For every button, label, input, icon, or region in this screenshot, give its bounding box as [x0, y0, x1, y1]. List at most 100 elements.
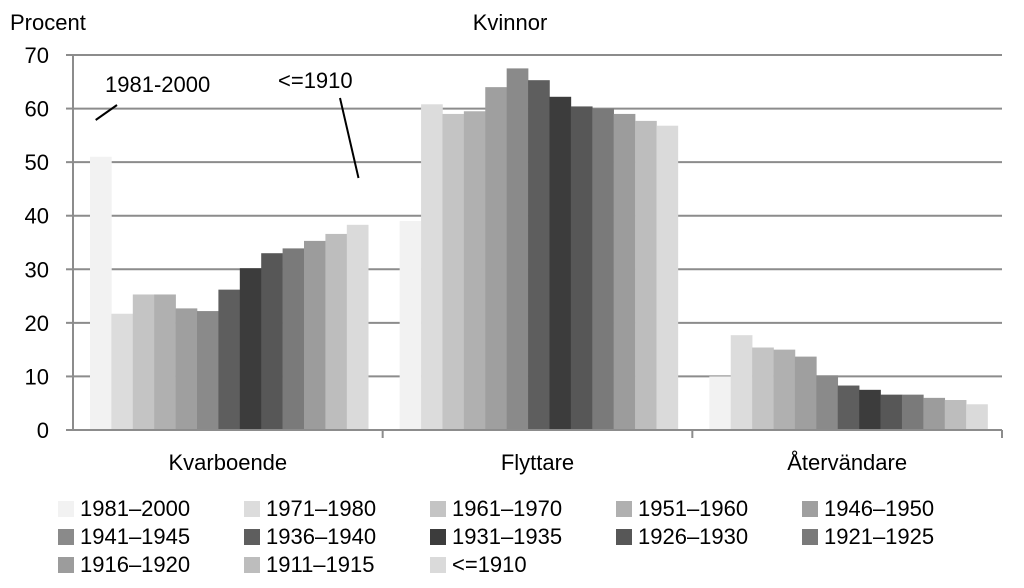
legend-label: 1911–1915 — [266, 552, 375, 577]
y-tick-label: 50 — [25, 150, 49, 175]
bars — [90, 68, 988, 431]
bar — [132, 294, 155, 430]
bar — [442, 113, 465, 430]
bar — [549, 96, 572, 431]
legend-item: 1926–1930 — [616, 523, 748, 551]
legend-label: 1951–1960 — [638, 496, 749, 521]
bar — [570, 106, 593, 430]
y-tick-label: 0 — [37, 418, 49, 443]
bar — [923, 397, 946, 430]
bar — [197, 311, 219, 430]
annotations: 1981-2000 <=1910 — [95, 68, 360, 179]
bar — [901, 394, 924, 430]
legend-swatch — [616, 529, 632, 545]
chart-title: Kvinnor — [473, 10, 548, 35]
y-tick-label: 20 — [25, 311, 49, 336]
legend-item: 1931–1935 — [430, 523, 562, 551]
bar — [944, 400, 967, 430]
bar — [399, 221, 422, 430]
bar — [528, 80, 550, 430]
bar — [592, 108, 614, 431]
bar — [325, 233, 348, 430]
y-tick-label: 70 — [25, 43, 49, 68]
legend-swatch — [58, 557, 74, 573]
annotation-label: 1981-2000 — [105, 72, 210, 97]
legend-swatch — [430, 557, 446, 573]
legend-swatch — [244, 557, 260, 573]
bar — [613, 113, 636, 430]
bar — [966, 404, 988, 430]
legend-swatch — [244, 501, 260, 517]
x-tick-label: Flyttare — [501, 450, 574, 475]
bar — [859, 389, 881, 430]
legend-item: 1941–1945 — [58, 523, 190, 551]
legend-swatch — [616, 501, 632, 517]
legend-item: 1951–1960 — [616, 495, 748, 523]
x-tick-label: Kvarboende — [169, 450, 288, 475]
legend-label: 1916–1920 — [80, 552, 191, 577]
legend-swatch — [802, 529, 818, 545]
bar — [282, 248, 305, 430]
legend-label: <=1910 — [452, 552, 527, 577]
bar — [239, 268, 262, 430]
bar — [175, 308, 198, 430]
bar — [90, 156, 112, 431]
legend-item: 1921–1925 — [802, 523, 934, 551]
legend-item: 1971–1980 — [244, 495, 376, 523]
bar — [154, 294, 176, 430]
y-tick-label: 30 — [25, 257, 49, 282]
legend-label: 1941–1945 — [80, 524, 191, 549]
bar — [635, 120, 657, 431]
y-tick-label: 10 — [25, 364, 49, 389]
legend-label: 1961–1970 — [452, 496, 563, 521]
legend-swatch — [58, 529, 74, 545]
legend-item: 1981–2000 — [58, 495, 190, 523]
bar — [752, 347, 774, 430]
legend-item: 1961–1970 — [430, 495, 562, 523]
legend-label: 1971–1980 — [266, 496, 377, 521]
annotation-leader-line — [339, 97, 360, 179]
bar — [730, 335, 753, 430]
bar — [880, 394, 903, 430]
legend: 1981–2000 1971–1980 1961–1970 1951–1960 1946… — [58, 495, 1024, 585]
legend-item: 1911–1915 — [244, 551, 375, 579]
legend-label: 1931–1935 — [452, 524, 563, 549]
legend-item: 1946–1950 — [802, 495, 934, 523]
bar — [421, 104, 443, 431]
legend-swatch — [430, 529, 446, 545]
y-tick-label: 60 — [25, 97, 49, 122]
bar — [656, 125, 679, 430]
annotation-leader-line — [95, 104, 118, 121]
bar — [304, 240, 326, 430]
bar — [506, 68, 529, 431]
y-tick-label: 40 — [25, 204, 49, 229]
bar — [709, 376, 732, 430]
legend-label: 1946–1950 — [824, 496, 935, 521]
legend-label: 1936–1940 — [266, 524, 377, 549]
bar — [346, 224, 369, 430]
bar — [794, 356, 817, 430]
bar — [463, 111, 486, 430]
legend-swatch — [430, 501, 446, 517]
legend-label: 1981–2000 — [80, 496, 191, 521]
y-axis-label: Procent — [10, 10, 86, 35]
bar — [837, 385, 860, 430]
x-tick-label: Återvändare — [787, 450, 907, 475]
annotation-label: <=1910 — [278, 68, 353, 93]
bar — [261, 253, 283, 430]
axes: 0 10 20 30 40 50 60 70 Kvarboende Flyttare Återvän… — [25, 43, 1003, 475]
legend-swatch — [802, 501, 818, 517]
bar — [485, 87, 507, 431]
legend-label: 1921–1925 — [824, 524, 935, 549]
legend-item: <=1910 — [430, 551, 527, 579]
legend-swatch — [58, 501, 74, 517]
legend-item: 1916–1920 — [58, 551, 190, 579]
legend-item: 1936–1940 — [244, 523, 376, 551]
bar — [111, 313, 134, 430]
legend-swatch — [244, 529, 260, 545]
bar — [816, 375, 839, 430]
bar — [773, 349, 796, 430]
legend-label: 1926–1930 — [638, 524, 749, 549]
bar — [218, 289, 241, 430]
